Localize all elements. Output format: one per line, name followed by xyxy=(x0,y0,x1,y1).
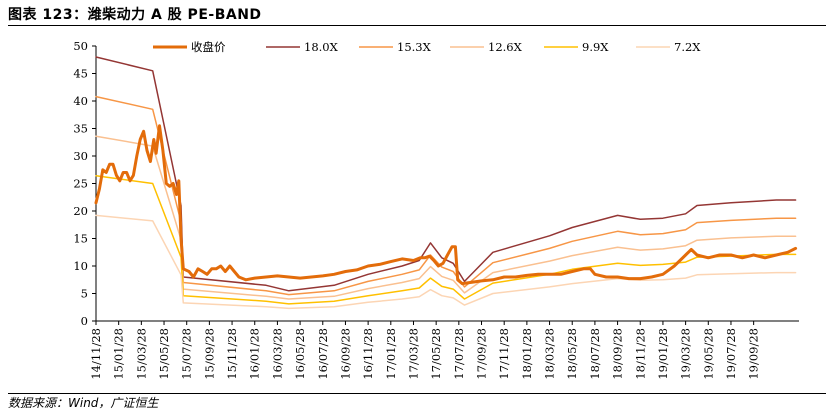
y-tick-label: 50 xyxy=(73,39,88,53)
x-tick-label: 16/01/28 xyxy=(248,328,262,380)
series-line- xyxy=(94,124,798,286)
x-tick-label: 19/07/28 xyxy=(724,328,738,380)
y-tick-label: 0 xyxy=(81,314,88,328)
y-tick-label: 5 xyxy=(81,287,88,301)
y-tick-label: 20 xyxy=(73,204,88,218)
y-tick-label: 45 xyxy=(73,67,88,81)
x-tick-label: 16/05/28 xyxy=(293,328,307,380)
x-tick-label: 18/11/28 xyxy=(633,328,647,380)
y-tick-label: 10 xyxy=(73,259,88,273)
series-line-18.0X xyxy=(95,56,797,292)
x-tick-label: 19/03/28 xyxy=(679,328,693,380)
title-rule xyxy=(8,25,826,26)
x-tick-label: 16/09/28 xyxy=(338,328,352,380)
x-tick-label: 15/05/28 xyxy=(157,328,171,380)
y-tick-label: 35 xyxy=(73,122,88,136)
x-tick-label: 17/11/28 xyxy=(497,328,511,380)
x-tick-label: 19/01/28 xyxy=(656,328,670,380)
x-tick-label: 17/03/28 xyxy=(406,328,420,380)
x-tick-label: 16/03/28 xyxy=(270,328,284,380)
y-tick-label: 30 xyxy=(73,149,88,163)
source-rule xyxy=(8,393,826,394)
x-tick-label: 17/05/28 xyxy=(429,328,443,380)
x-tick-label: 17/07/28 xyxy=(452,328,466,380)
x-tick-label: 15/09/28 xyxy=(202,328,216,380)
legend-label: 9.9X xyxy=(582,40,609,54)
series-line-9.9X xyxy=(95,175,797,305)
series-line-7.2X xyxy=(95,214,797,310)
x-tick-label: 15/11/28 xyxy=(225,328,239,380)
x-tick-label: 16/11/28 xyxy=(361,328,375,380)
y-tick-label: 25 xyxy=(73,177,88,191)
x-tick-label: 17/09/28 xyxy=(475,328,489,380)
x-tick-label: 18/01/28 xyxy=(520,328,534,380)
series-line-15.3X xyxy=(95,95,797,296)
x-tick-label: 15/01/28 xyxy=(112,328,126,380)
series-line-12.6X xyxy=(95,135,797,300)
data-source: 数据来源：Wind，广证恒生 xyxy=(8,396,159,410)
legend-label: 12.6X xyxy=(488,40,523,54)
x-tick-label: 18/07/28 xyxy=(588,328,602,380)
x-tick-label: 18/05/28 xyxy=(565,328,579,380)
legend-label: 7.2X xyxy=(674,40,701,54)
legend-label: 15.3X xyxy=(397,40,432,54)
x-tick-label: 15/03/28 xyxy=(134,328,148,380)
legend-label: 收盘价 xyxy=(191,40,226,54)
figure-title: 图表 123：潍柴动力 A 股 PE-BAND xyxy=(8,7,262,23)
x-tick-label: 18/03/28 xyxy=(543,328,557,380)
x-tick-label: 17/01/28 xyxy=(384,328,398,380)
x-tick-label: 19/09/28 xyxy=(747,328,761,380)
x-tick-label: 14/11/28 xyxy=(89,328,103,380)
x-tick-label: 16/07/28 xyxy=(316,328,330,380)
legend-label: 18.0X xyxy=(304,40,339,54)
x-tick-label: 19/05/28 xyxy=(701,328,715,380)
x-tick-label: 18/09/28 xyxy=(611,328,625,380)
y-tick-label: 15 xyxy=(73,232,88,246)
y-tick-label: 40 xyxy=(73,94,88,108)
x-tick-label: 15/07/28 xyxy=(180,328,194,380)
